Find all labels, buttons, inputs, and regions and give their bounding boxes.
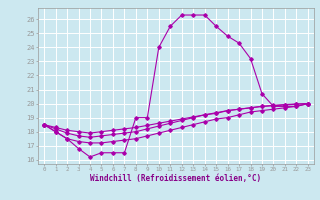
- X-axis label: Windchill (Refroidissement éolien,°C): Windchill (Refroidissement éolien,°C): [91, 174, 261, 183]
